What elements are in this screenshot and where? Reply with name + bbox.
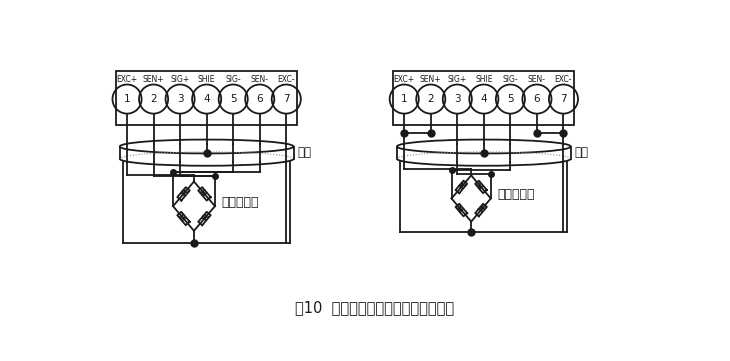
Text: EXC+: EXC+ xyxy=(393,75,415,84)
Text: 5: 5 xyxy=(507,94,514,104)
Text: SEN-: SEN- xyxy=(250,75,269,84)
Text: SHIE: SHIE xyxy=(198,75,215,84)
Text: 2: 2 xyxy=(428,94,434,104)
Text: SIG+: SIG+ xyxy=(171,75,190,84)
Text: 4: 4 xyxy=(204,94,210,104)
Text: SEN+: SEN+ xyxy=(143,75,164,84)
Text: 屏蔽: 屏蔽 xyxy=(575,146,588,159)
Text: 6: 6 xyxy=(534,94,540,104)
Text: 屏蔽: 屏蔽 xyxy=(297,146,312,159)
Bar xyxy=(116,71,297,125)
Text: 1: 1 xyxy=(401,94,407,104)
Text: EXC-: EXC- xyxy=(277,75,295,84)
Text: 图10  六线制、四线制连接称重传感器: 图10 六线制、四线制连接称重传感器 xyxy=(295,300,453,315)
Text: 3: 3 xyxy=(454,94,461,104)
Text: 4: 4 xyxy=(480,94,487,104)
Text: 3: 3 xyxy=(177,94,183,104)
Text: SIG-: SIG- xyxy=(502,75,518,84)
Text: 称重传感器: 称重传感器 xyxy=(497,188,534,201)
Text: 6: 6 xyxy=(256,94,263,104)
Text: SEN-: SEN- xyxy=(528,75,546,84)
Text: SHIE: SHIE xyxy=(475,75,493,84)
Text: 称重传感器: 称重传感器 xyxy=(221,196,258,209)
Bar xyxy=(393,71,575,125)
Text: 2: 2 xyxy=(150,94,157,104)
Text: SEN+: SEN+ xyxy=(420,75,442,84)
Text: 7: 7 xyxy=(283,94,290,104)
Text: SIG+: SIG+ xyxy=(447,75,467,84)
Text: EXC-: EXC- xyxy=(555,75,572,84)
Text: EXC+: EXC+ xyxy=(117,75,137,84)
Text: 1: 1 xyxy=(123,94,131,104)
Text: 5: 5 xyxy=(230,94,237,104)
Text: 7: 7 xyxy=(560,94,566,104)
Text: SIG-: SIG- xyxy=(226,75,241,84)
